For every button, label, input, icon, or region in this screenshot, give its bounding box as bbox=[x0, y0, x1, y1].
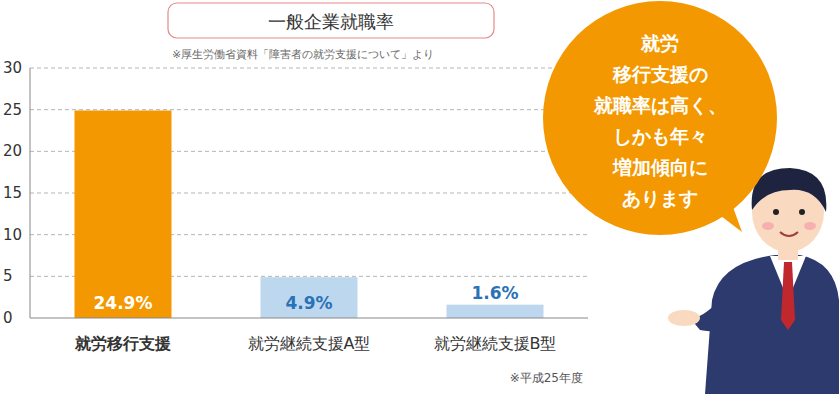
mouth bbox=[780, 232, 798, 236]
y-tick-label: 0 bbox=[3, 309, 13, 327]
x-tick-label: 就労移行支援 bbox=[74, 334, 171, 353]
data-label: 1.6% bbox=[471, 283, 518, 303]
bubble-line: 就労 bbox=[640, 32, 679, 54]
bubble-line: あります bbox=[622, 187, 698, 209]
y-axis bbox=[30, 68, 31, 318]
chart: 一般企業就職率 ※厚生労働省資料「障害者の就労支援について」より ※平成25年度 0 5… bbox=[0, 0, 839, 394]
y-tick-label: 15 bbox=[3, 184, 22, 202]
y-tick-label: 5 bbox=[3, 267, 13, 285]
data-label: 4.9% bbox=[285, 293, 332, 313]
hand bbox=[668, 310, 700, 326]
y-tick-label: 10 bbox=[3, 226, 22, 244]
eye bbox=[773, 209, 779, 215]
x-axis bbox=[30, 318, 588, 319]
grid-line bbox=[30, 109, 588, 110]
title: 一般企業就職率 bbox=[268, 11, 394, 32]
data-label: 24.9% bbox=[94, 293, 153, 313]
bar bbox=[75, 111, 172, 319]
speech-bubble bbox=[543, 1, 777, 235]
cheek bbox=[804, 222, 816, 230]
y-tick-label: 30 bbox=[3, 59, 22, 77]
bar bbox=[447, 305, 544, 318]
eye bbox=[799, 209, 805, 215]
y-tick-label: 25 bbox=[3, 101, 22, 119]
title-box bbox=[168, 3, 494, 38]
hair bbox=[752, 168, 827, 212]
source-note: ※厚生労働省資料「障害者の就労支援について」より bbox=[172, 48, 434, 61]
bubble-text: 就労移行支援の就職率は高く、しかも年々増加傾向にあります bbox=[593, 32, 727, 209]
tie bbox=[781, 262, 795, 330]
bars bbox=[75, 111, 544, 319]
cheek bbox=[762, 222, 774, 230]
x-tick-label: 就労継続支援B型 bbox=[434, 334, 557, 353]
bar bbox=[261, 277, 358, 318]
bubble-line: 就職率は高く、 bbox=[593, 94, 727, 116]
x-tick-label: 就労継続支援A型 bbox=[248, 334, 371, 353]
bubble-line: しかも年々 bbox=[613, 125, 708, 147]
year-note: ※平成25年度 bbox=[510, 371, 583, 385]
bubble bbox=[543, 1, 777, 235]
grid-line bbox=[30, 68, 588, 69]
y-tick-label: 20 bbox=[3, 142, 22, 160]
bubble-line: 移行支援の bbox=[612, 63, 708, 85]
bubble-line: 増加傾向に bbox=[612, 156, 708, 178]
chart-container: 一般企業就職率 ※厚生労働省資料「障害者の就労支援について」より ※平成25年度 0 5… bbox=[0, 0, 839, 394]
